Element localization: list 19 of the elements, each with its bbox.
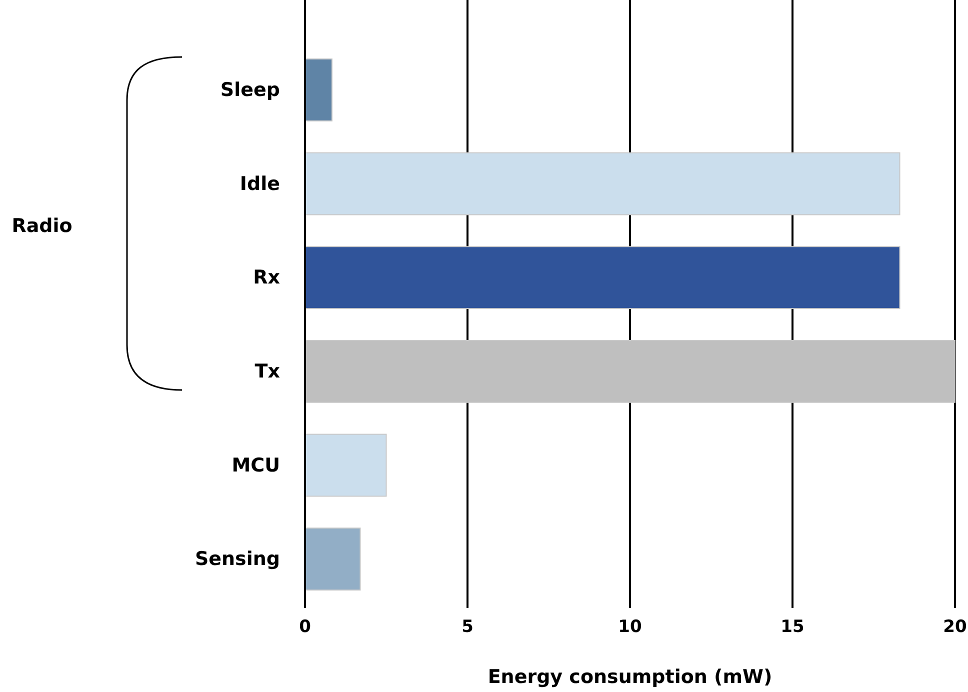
bar bbox=[304, 58, 332, 122]
x-tick-label: 15 bbox=[780, 617, 804, 638]
bar bbox=[304, 246, 900, 310]
x-tick-label: 5 bbox=[462, 617, 474, 638]
bar bbox=[304, 152, 900, 216]
text: Radio bbox=[12, 215, 72, 237]
x-tick-label: 0 bbox=[299, 617, 312, 638]
y-tick-label: MCU bbox=[232, 454, 280, 476]
bar bbox=[304, 434, 387, 497]
y-tick-label: Idle bbox=[240, 172, 280, 195]
x-tick-label: 20 bbox=[943, 617, 967, 638]
y-tick-label: Sleep bbox=[220, 78, 280, 101]
x-tick-label: 10 bbox=[618, 617, 642, 638]
y-tick-label: Sensing bbox=[194, 548, 280, 570]
x-axis-title: Energy consumption (mW) bbox=[488, 666, 772, 688]
y-tick-label: Rx bbox=[253, 266, 280, 289]
bar bbox=[304, 340, 956, 403]
y-tick-label: Tx bbox=[254, 360, 280, 382]
bar bbox=[304, 528, 361, 591]
